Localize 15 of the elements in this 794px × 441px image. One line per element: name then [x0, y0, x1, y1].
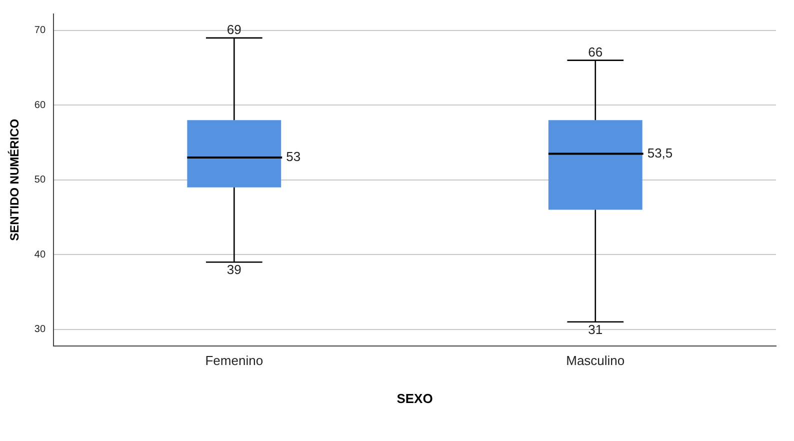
- annotation: 53,5: [647, 145, 673, 160]
- y-axis-title: SENTIDO NUMÉRICO: [8, 118, 22, 241]
- x-tick-label: Femenino: [205, 353, 264, 368]
- annotation: 53: [286, 149, 301, 164]
- annotation: 66: [588, 44, 603, 60]
- y-tick-label: 70: [34, 25, 46, 36]
- y-tick-label: 50: [34, 174, 46, 186]
- x-axis-title: SEXO: [396, 390, 433, 406]
- y-tick-label: 40: [34, 249, 46, 260]
- x-tick-label: Masculino: [566, 353, 625, 368]
- annotation: 31: [588, 322, 603, 337]
- annotation: 69: [226, 22, 242, 37]
- annotation: 39: [226, 262, 242, 278]
- y-tick-label: 60: [34, 100, 46, 111]
- y-tick-label: 30: [34, 324, 46, 336]
